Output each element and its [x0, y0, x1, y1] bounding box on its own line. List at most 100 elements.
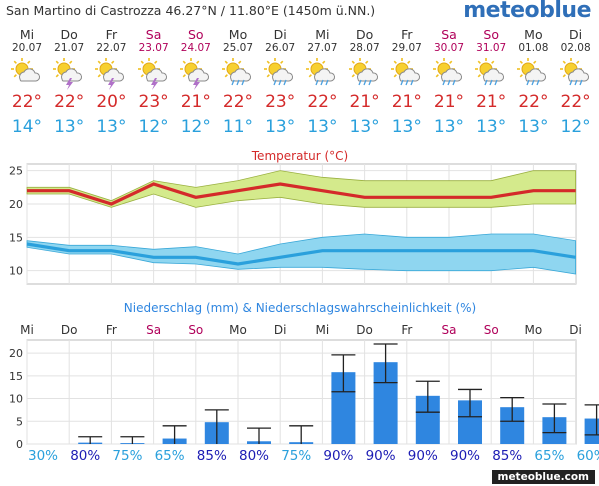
day-name: Di: [273, 27, 287, 42]
precipitation-chart-title: Niederschlag (mm) & Niederschlagswahrsch…: [124, 301, 476, 315]
x-day-label: Sa: [146, 323, 161, 337]
day-date: 27.07: [307, 42, 338, 54]
precipitation-bar: [584, 418, 599, 444]
day-name: Fr: [105, 27, 118, 42]
precipitation-probability: 65%: [534, 448, 564, 464]
day-date: 23.07: [138, 42, 169, 54]
precipitation-probability: 80%: [239, 448, 269, 464]
min-temperature: 13°: [54, 117, 85, 137]
min-temperature: 13°: [96, 117, 127, 137]
meteoblue-logo[interactable]: meteoblue: [463, 0, 591, 23]
temperature-chart-title: Temperatur (°C): [251, 149, 348, 163]
day-column: Fr 29.07 21° 13°: [386, 28, 428, 137]
day-column: Mi 20.07 22° 14°: [6, 28, 48, 137]
sun-cloud-rain-icon: [348, 58, 381, 90]
x-day-label: Fr: [106, 323, 117, 337]
day-column: Sa 30.07 21° 13°: [428, 28, 470, 137]
x-day-label: Di: [569, 323, 582, 337]
y-tick-label: 20: [9, 347, 23, 360]
max-temperature: 21°: [180, 92, 211, 112]
min-temperature: 12°: [180, 117, 211, 137]
y-tick-label: 10: [9, 265, 23, 278]
day-date: 01.08: [518, 42, 549, 54]
precipitation-chart: Niederschlag (mm) & Niederschlagswahrsch…: [9, 301, 599, 464]
day-date: 02.08: [560, 42, 591, 54]
day-column: Mi 27.07 22° 13°: [301, 28, 343, 137]
day-name: Sa: [145, 27, 162, 42]
y-tick-label: 0: [16, 438, 23, 451]
min-temperature: 12°: [560, 117, 591, 137]
day-date: 21.07: [54, 42, 85, 54]
day-name: Fr: [401, 27, 413, 42]
day-column: So 31.07 21° 13°: [470, 28, 512, 137]
min-temperature: 13°: [433, 117, 465, 137]
x-day-label: Mo: [229, 323, 247, 337]
thunderstorm-sun-icon: [137, 58, 170, 90]
sun-cloud-icon: [11, 58, 43, 90]
sun-cloud-rain-icon: [264, 58, 296, 90]
max-temperature: 22°: [307, 92, 338, 112]
min-temperature: 13°: [307, 117, 338, 137]
min-temperature: 14°: [11, 117, 43, 137]
min-temperature: 13°: [476, 117, 507, 137]
x-day-label: Mi: [20, 323, 34, 337]
precipitation-probability: 65%: [155, 448, 185, 464]
day-date: 22.07: [96, 42, 127, 54]
x-day-label: Fr: [401, 323, 412, 337]
max-temperature: 21°: [349, 92, 380, 112]
day-column: Di 02.08 22° 12°: [555, 28, 597, 137]
sun-cloud-rain-icon: [517, 58, 549, 90]
max-temperature: 21°: [433, 92, 465, 112]
footer-brand[interactable]: meteoblue.com: [491, 470, 595, 484]
day-date: 25.07: [222, 42, 254, 54]
max-temperature: 22°: [54, 92, 85, 112]
day-name: Di: [569, 27, 583, 42]
max-temperature: 23°: [138, 92, 169, 112]
thunderstorm-sun-icon: [179, 58, 212, 90]
day-name: Sa: [441, 27, 457, 42]
min-temperature: 12°: [138, 117, 169, 137]
precipitation-probability: 85%: [197, 448, 227, 464]
day-name: Mo: [228, 27, 248, 42]
day-column: So 24.07 21° 12°: [175, 28, 217, 137]
thunderstorm-sun-icon: [53, 58, 85, 90]
day-name: Mi: [315, 27, 330, 42]
max-temperature: 22°: [11, 92, 43, 112]
y-tick-label: 20: [9, 198, 23, 211]
day-column: Fr 22.07 20° 13°: [90, 28, 132, 137]
day-name: So: [483, 27, 499, 42]
x-day-label: Sa: [442, 323, 457, 337]
sun-cloud-rain-icon: [222, 58, 254, 90]
precipitation-probability: 60%: [577, 448, 599, 464]
day-name: Mi: [19, 27, 35, 42]
y-tick-label: 15: [9, 370, 23, 383]
precipitation-probability: 90%: [408, 448, 438, 464]
y-tick-label: 15: [9, 231, 23, 244]
day-column: Di 26.07 23° 13°: [259, 28, 301, 137]
day-date: 29.07: [391, 42, 422, 54]
sun-cloud-rain-icon: [306, 58, 338, 90]
precipitation-probability: 30%: [28, 448, 58, 464]
min-temperature: 11°: [222, 117, 254, 137]
day-column: Sa 23.07 23° 12°: [133, 28, 175, 137]
header-title: San Martino di Castrozza 46.27°N / 11.80…: [6, 3, 376, 18]
day-name: Do: [355, 27, 374, 42]
day-name: Mo: [524, 27, 543, 42]
day-date: 20.07: [11, 42, 43, 54]
thunderstorm-sun-icon: [95, 58, 127, 90]
precipitation-probability: 85%: [492, 448, 522, 464]
min-temperature: 13°: [518, 117, 549, 137]
min-temperature: 13°: [391, 117, 422, 137]
max-temperature: 20°: [96, 92, 127, 112]
max-temperature: 21°: [476, 92, 507, 112]
temperature-chart: Temperatur (°C) 10 15 20 25: [9, 149, 577, 285]
day-column: Do 28.07 21° 13°: [344, 28, 386, 137]
sun-cloud-rain-icon: [475, 58, 507, 90]
day-date: 30.07: [433, 42, 465, 54]
day-date: 28.07: [349, 42, 380, 54]
day-date: 24.07: [180, 42, 211, 54]
x-day-label: So: [484, 323, 499, 337]
sun-cloud-rain-icon: [433, 58, 465, 90]
y-tick-label: 25: [9, 165, 23, 178]
sun-cloud-rain-icon: [390, 58, 423, 90]
